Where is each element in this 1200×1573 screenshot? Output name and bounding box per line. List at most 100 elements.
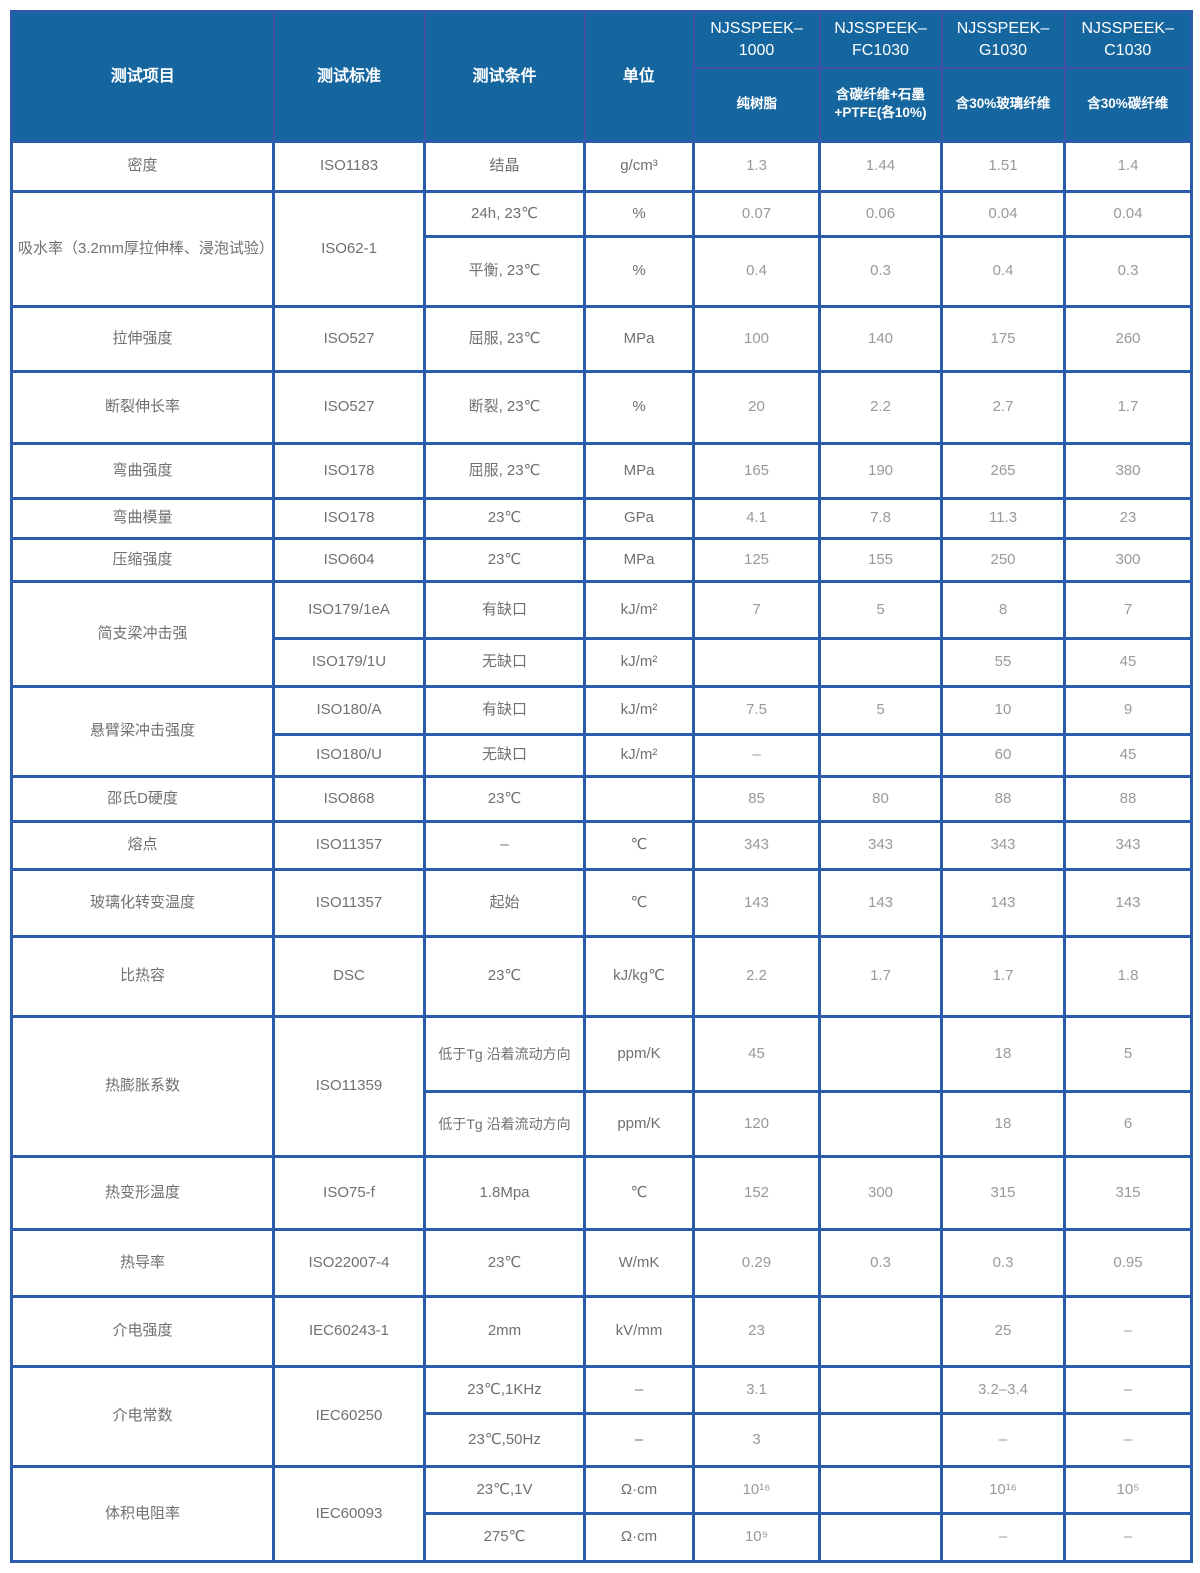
table-cell: 23℃ [423,1228,586,1298]
table-cell: 120 [692,1090,821,1158]
table-cell: 250 [940,537,1066,583]
table-cell: 45 [692,1015,821,1093]
table-cell: 屈服, 23℃ [423,305,586,373]
row-charpy-notched: 简支梁冲击强 ISO179/1eA 有缺口 kJ/m² 7 5 8 7 [10,580,1193,688]
table-cell: g/cm³ [583,140,695,193]
row-volume-resistivity-23c: 体积电阻率 IEC60093 23℃,1V Ω·cm 10¹⁶ 10¹⁶ 10⁵ [10,1465,1193,1563]
table-cell: 24h, 23℃ [423,190,586,238]
table-cell: W/mK [583,1228,695,1298]
table-cell: 18 [940,1090,1066,1158]
table-cell: DSC [272,935,426,1018]
table-body: 密度 ISO1183 结晶 g/cm³ 1.3 1.44 1.51 1.4 吸水… [10,140,1193,1563]
table-cell: 结晶 [423,140,586,193]
table-cell [818,1465,943,1515]
table-cell: ISO22007-4 [272,1228,426,1298]
table-cell: 60 [940,733,1066,778]
table-cell: kJ/m² [583,580,695,640]
table-cell: 无缺口 [423,733,586,778]
table-cell: 体积电阻率 [10,1465,275,1563]
table-cell: 1.8Mpa [423,1155,586,1231]
table-cell: 5 [818,580,943,640]
table-cell: ISO180/U [272,733,426,778]
table-cell: 3.2–3.4 [940,1365,1066,1415]
table-cell: 343 [818,820,943,871]
table-cell [692,637,821,688]
table-cell: 3.1 [692,1365,821,1415]
row-water-absorption-24h: 吸水率（3.2mm厚拉伸棒、浸泡试验） ISO62-1 24h, 23℃ % 0… [10,190,1193,308]
table-cell: 1.3 [692,140,821,193]
header-row-product-names: 测试项目 测试标准 测试条件 单位 NJSSPEEK– 1000 NJSSPEE… [10,11,1192,143]
table-cell: 比热容 [10,935,275,1018]
table-cell: 143 [1063,868,1193,938]
table-cell: ISO75-f [272,1155,426,1231]
table-cell: GPa [583,497,695,540]
table-cell: 100 [692,305,821,373]
header-product-desc-1000: 纯树脂 [692,66,820,143]
table-cell: 有缺口 [423,580,586,640]
table-cell: ISO179/1U [272,637,426,688]
row-izod-unnotched: ISO180/U 无缺口 kJ/m² – 60 45 [12,733,1193,778]
table-cell: 300 [818,1155,943,1231]
table-cell: ISO180/A [272,685,426,736]
table-cell: ISO179/1eA [272,580,426,640]
table-cell: ISO604 [272,537,426,583]
table-cell: 143 [818,868,943,938]
table-cell: 1.7 [940,935,1066,1018]
table-cell: 55 [940,637,1066,688]
table-cell: – [1063,1412,1193,1468]
table-cell [583,775,695,823]
table-cell: 45 [1063,733,1193,778]
table-cell: 热变形温度 [10,1155,275,1231]
table-cell: 23℃ [423,497,586,540]
table-cell: 2.2 [818,370,943,445]
table-cell: – [583,1412,695,1468]
table-cell: 弯曲模量 [10,497,275,540]
table-cell: 2mm [423,1295,586,1368]
table-cell: 2.2 [692,935,821,1018]
table-cell: ppm/K [583,1015,695,1093]
table-cell: 熔点 [10,820,275,871]
table-cell: – [423,820,586,871]
table-cell: 7 [692,580,821,640]
table-cell: ℃ [583,868,695,938]
row-dielectric-strength: 介电强度 IEC60243-1 2mm kV/mm 23 25 – [10,1295,1193,1368]
table-cell: 1.7 [818,935,943,1018]
header-test-standard: 测试标准 [272,11,425,143]
table-cell: 1.51 [940,140,1066,193]
header-product-name-1000: NJSSPEEK– 1000 [692,11,820,69]
table-cell: ℃ [583,1155,695,1231]
row-flexural-modulus: 弯曲模量 ISO178 23℃ GPa 4.1 7.8 11.3 23 [10,497,1193,540]
table-cell: 25 [940,1295,1066,1368]
header-test-condition: 测试条件 [423,11,585,143]
table-cell: 18 [940,1015,1066,1093]
table-cell: 343 [692,820,821,871]
table-cell: 1.44 [818,140,943,193]
table-cell [818,1365,943,1415]
table-cell: ISO868 [272,775,426,823]
row-flexural-strength: 弯曲强度 ISO178 屈服, 23℃ MPa 165 190 265 380 [10,442,1193,500]
table-cell: ISO62-1 [272,190,426,308]
row-specific-heat: 比热容 DSC 23℃ kJ/kg℃ 2.2 1.7 1.7 1.8 [10,935,1193,1018]
table-cell: kV/mm [583,1295,695,1368]
table-cell: 屈服, 23℃ [423,442,586,500]
table-cell: ISO527 [272,370,426,445]
table-cell: 10⁵ [1063,1465,1193,1515]
table-cell: 玻璃化转变温度 [10,868,275,938]
row-charpy-unnotched: ISO179/1U 无缺口 kJ/m² 55 45 [12,637,1193,688]
row-dielectric-constant-1khz: 介电常数 IEC60250 23℃,1KHz – 3.1 3.2–3.4 – [10,1365,1193,1468]
table-cell: % [583,235,695,308]
table-cell: 6 [1063,1090,1193,1158]
table-cell: IEC60250 [272,1365,426,1468]
table-cell: 2.7 [940,370,1066,445]
table-cell: 85 [692,775,821,823]
header-row-product-descriptions: 纯树脂 含碳纤维+石墨 +PTFE(各10%) 含30%玻璃纤维 含30%碳纤维 [12,66,1192,143]
table-cell: – [692,733,821,778]
table-cell: 260 [1063,305,1193,373]
table-cell: 0.4 [940,235,1066,308]
table-cell: 23℃ [423,537,586,583]
row-elongation-at-break: 断裂伸长率 ISO527 断裂, 23℃ % 20 2.2 2.7 1.7 [10,370,1193,445]
table-cell: – [940,1412,1066,1468]
table-cell: 吸水率（3.2mm厚拉伸棒、浸泡试验） [10,190,275,308]
table-cell: ISO178 [272,497,426,540]
